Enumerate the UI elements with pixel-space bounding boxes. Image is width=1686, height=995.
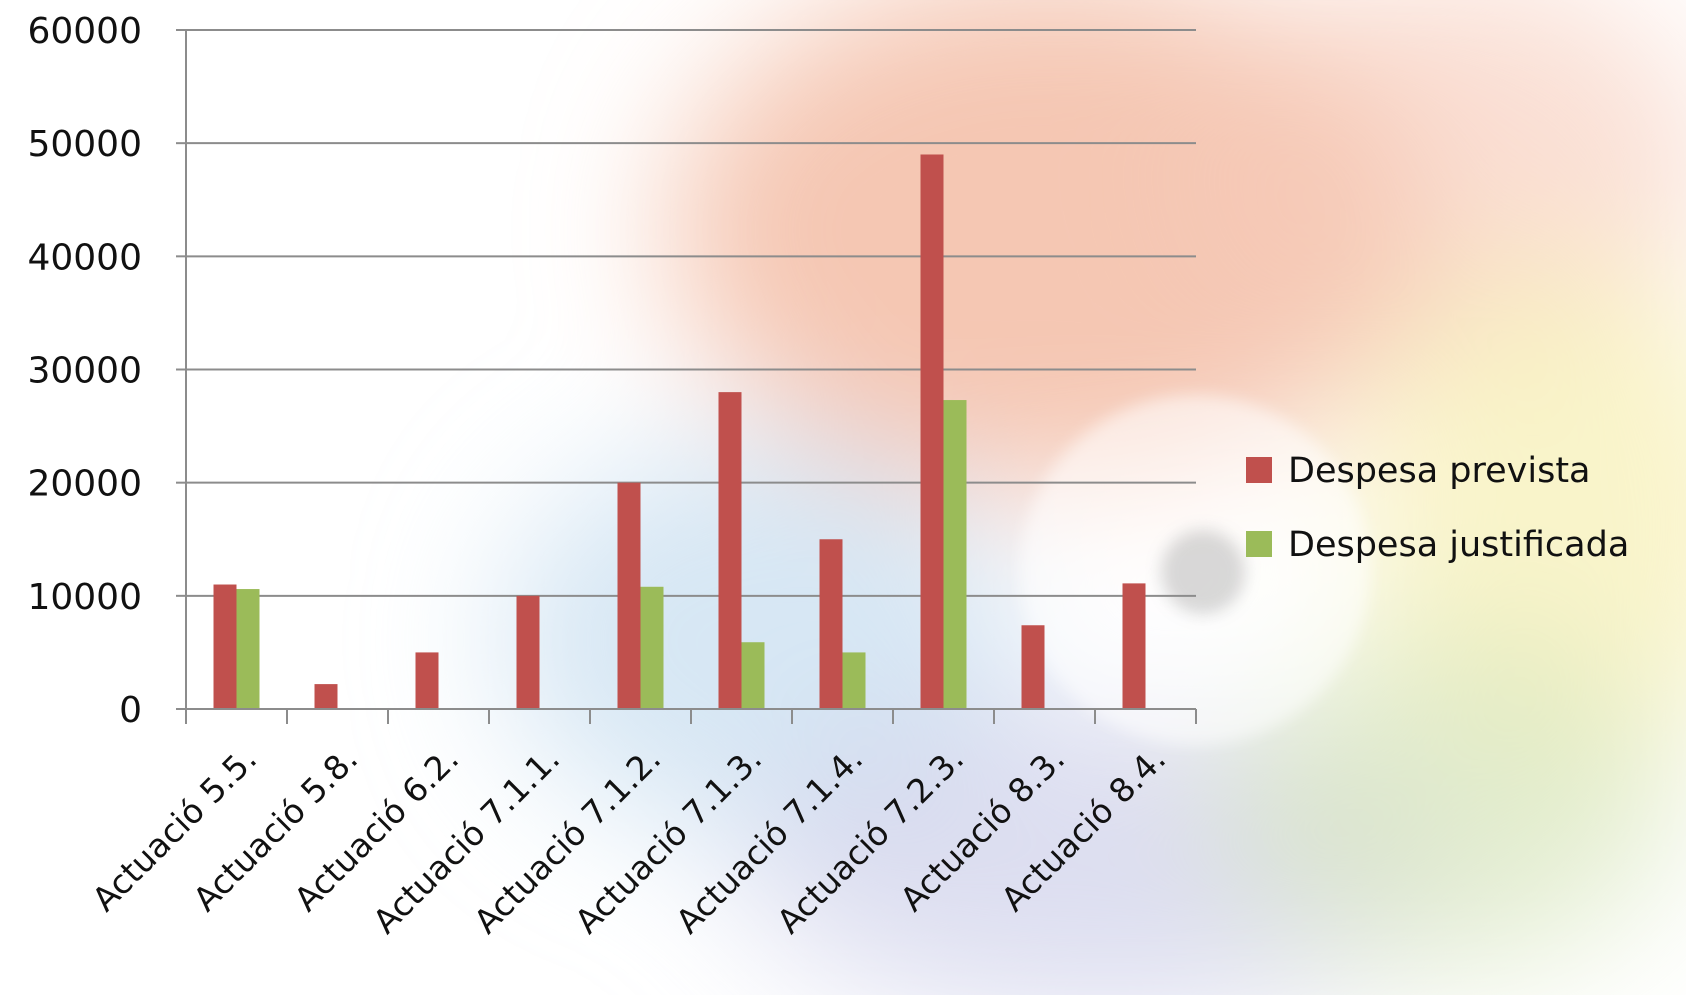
bar-justificada <box>842 652 866 709</box>
y-tick-label: 50000 <box>27 124 142 165</box>
y-tick-label: 40000 <box>27 237 142 278</box>
x-category-label: Actuació 7.2.3. <box>769 739 971 941</box>
bar-prevista <box>1021 625 1045 709</box>
bar-justificada <box>943 400 967 709</box>
y-tick-label: 60000 <box>27 11 142 52</box>
bars <box>213 154 1146 709</box>
axes <box>176 29 1197 724</box>
bar-prevista <box>920 154 944 709</box>
bar-justificada <box>236 589 260 709</box>
y-tick-label: 0 <box>119 690 142 731</box>
bar-prevista <box>213 584 237 709</box>
legend-swatch <box>1246 531 1272 557</box>
bar-justificada <box>741 642 765 709</box>
x-axis-category-labels: Actuació 5.5.Actuació 5.8.Actuació 6.2.A… <box>84 739 1173 941</box>
bar-prevista <box>314 684 338 709</box>
x-category-label: Actuació 7.1.2. <box>466 739 668 941</box>
bar-prevista <box>718 392 742 709</box>
bar-prevista <box>819 539 843 709</box>
x-category-label: Actuació 7.1.3. <box>567 739 769 941</box>
bar-prevista <box>1122 583 1146 709</box>
legend-label: Despesa justificada <box>1288 525 1629 565</box>
y-tick-label: 10000 <box>27 577 142 618</box>
y-axis-tick-labels: 0 10000 20000 30000 40000 50000 60000 <box>27 11 142 731</box>
bar-prevista <box>516 595 540 709</box>
legend-label: Despesa prevista <box>1288 451 1591 491</box>
bar-prevista <box>617 482 641 709</box>
x-category-label: Actuació 7.1.1. <box>365 739 567 941</box>
y-tick-label: 30000 <box>27 351 142 392</box>
bar-prevista <box>415 652 439 709</box>
x-category-label: Actuació 7.1.4. <box>668 739 870 941</box>
gridlines <box>186 29 1196 597</box>
bar-justificada <box>640 586 664 709</box>
legend-swatch <box>1246 457 1272 483</box>
y-tick-label: 20000 <box>27 464 142 505</box>
legend: Despesa prevista Despesa justificada <box>1246 451 1629 565</box>
